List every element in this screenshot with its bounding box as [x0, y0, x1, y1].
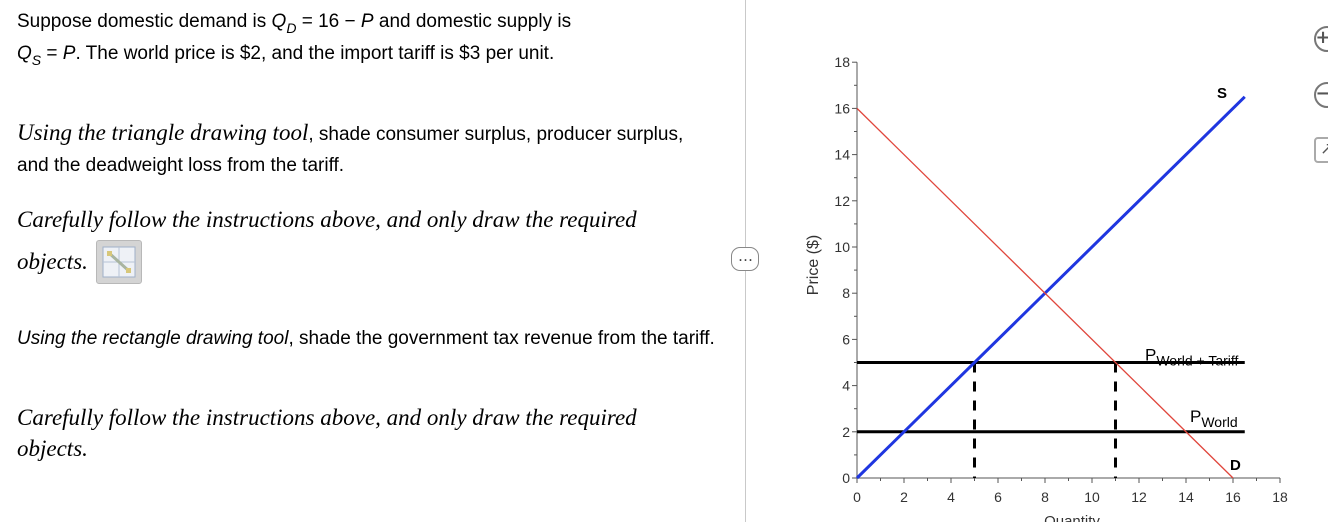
- x-tick-label: 6: [994, 489, 1002, 505]
- triangle-tool-name: Using the triangle drawing tool: [17, 120, 309, 145]
- rectangle-instruction: Using the rectangle drawing tool, shade …: [17, 325, 717, 352]
- question-panel: Suppose domestic demand is QD = 16 − P a…: [17, 6, 717, 464]
- qs-subscript: S: [31, 52, 42, 68]
- y-tick-label: 4: [842, 378, 850, 394]
- supply-curve: [855, 95, 1246, 480]
- question-text-part: and domestic supply is: [373, 11, 572, 32]
- careful-note-line: objects.: [17, 436, 88, 461]
- triangle-tool-icon[interactable]: [95, 239, 142, 284]
- world-price-label: PWorld: [1190, 407, 1238, 430]
- p-symbol: P: [360, 11, 374, 32]
- panel-resize-handle[interactable]: …: [731, 247, 759, 271]
- triangle-instruction: Using the triangle drawing tool, shade c…: [17, 117, 707, 181]
- x-tick-label: 4: [947, 489, 955, 505]
- demand-curve: [856, 107, 1234, 479]
- question-text-part: =: [41, 43, 63, 64]
- y-tick-label: 0: [842, 470, 850, 486]
- tariff-graph[interactable]: 0 2 4 6 8 10 12 14 16 18 0 2 4 6 8 10 12 14 16 18 Quantity Pr…: [760, 0, 1328, 522]
- x-tick-label: 18: [1272, 489, 1288, 505]
- y-tick-label: 14: [834, 147, 850, 163]
- expand-button[interactable]: ↗: [1314, 137, 1328, 163]
- supply-label: S: [1217, 85, 1227, 102]
- triangle-instruction-text: , shade consumer surplus, producer surpl…: [17, 124, 684, 176]
- x-tick-label: 8: [1041, 489, 1049, 505]
- question-text-part: = 16 −: [296, 11, 361, 32]
- y-tick-label: 8: [842, 285, 850, 301]
- careful-note-2: Carefully follow the instructions above,…: [17, 402, 637, 464]
- qs-symbol: Q: [17, 43, 32, 64]
- y-tick-label: 12: [834, 193, 850, 209]
- question-text: Suppose domestic demand is QD = 16 − P a…: [17, 6, 571, 70]
- graph-axes: 0 2 4 6 8 10 12 14 16 18 0 2 4 6 8 10 12 14 16 18 Quantity Pr…: [805, 54, 1288, 522]
- y-axis-title: Price ($): [805, 235, 822, 295]
- y-tick-label: 18: [834, 54, 850, 70]
- x-tick-label: 2: [900, 489, 908, 505]
- rectangle-instruction-text: , shade the government tax revenue from …: [288, 328, 715, 349]
- y-tick-label: 10: [834, 239, 850, 255]
- demand-label: D: [1230, 457, 1241, 474]
- question-text-part: Suppose domestic demand is: [17, 11, 272, 32]
- x-tick-label: 14: [1178, 489, 1194, 505]
- zoom-in-button[interactable]: +: [1314, 26, 1328, 52]
- zoom-out-button[interactable]: −: [1314, 82, 1328, 108]
- qd-subscript: D: [286, 20, 297, 36]
- world-plus-tariff-label: PWorld + Tariff: [1145, 346, 1239, 369]
- x-tick-label: 0: [853, 489, 861, 505]
- rectangle-tool-name: Using the rectangle drawing tool: [17, 328, 289, 349]
- x-tick-label: 12: [1131, 489, 1147, 505]
- x-tick-label: 16: [1225, 489, 1241, 505]
- x-tick-label: 10: [1084, 489, 1100, 505]
- p-symbol: P: [62, 43, 76, 64]
- y-tick-label: 2: [842, 424, 850, 440]
- y-tick-label: 6: [842, 331, 850, 347]
- qd-symbol: Q: [271, 11, 287, 32]
- careful-note-line: Carefully follow the instructions above,…: [17, 405, 637, 430]
- graph-marks: PWorld + Tariff PWorld S D: [855, 85, 1246, 480]
- careful-note-line: Carefully follow the instructions above,…: [17, 207, 637, 232]
- x-axis-title: Quantity: [1044, 513, 1100, 522]
- question-text-part: . The world price is $2, and the import …: [75, 43, 555, 64]
- careful-note-line: objects.: [17, 249, 88, 274]
- y-tick-label: 16: [834, 100, 850, 116]
- careful-note-1: Carefully follow the instructions above,…: [17, 199, 637, 286]
